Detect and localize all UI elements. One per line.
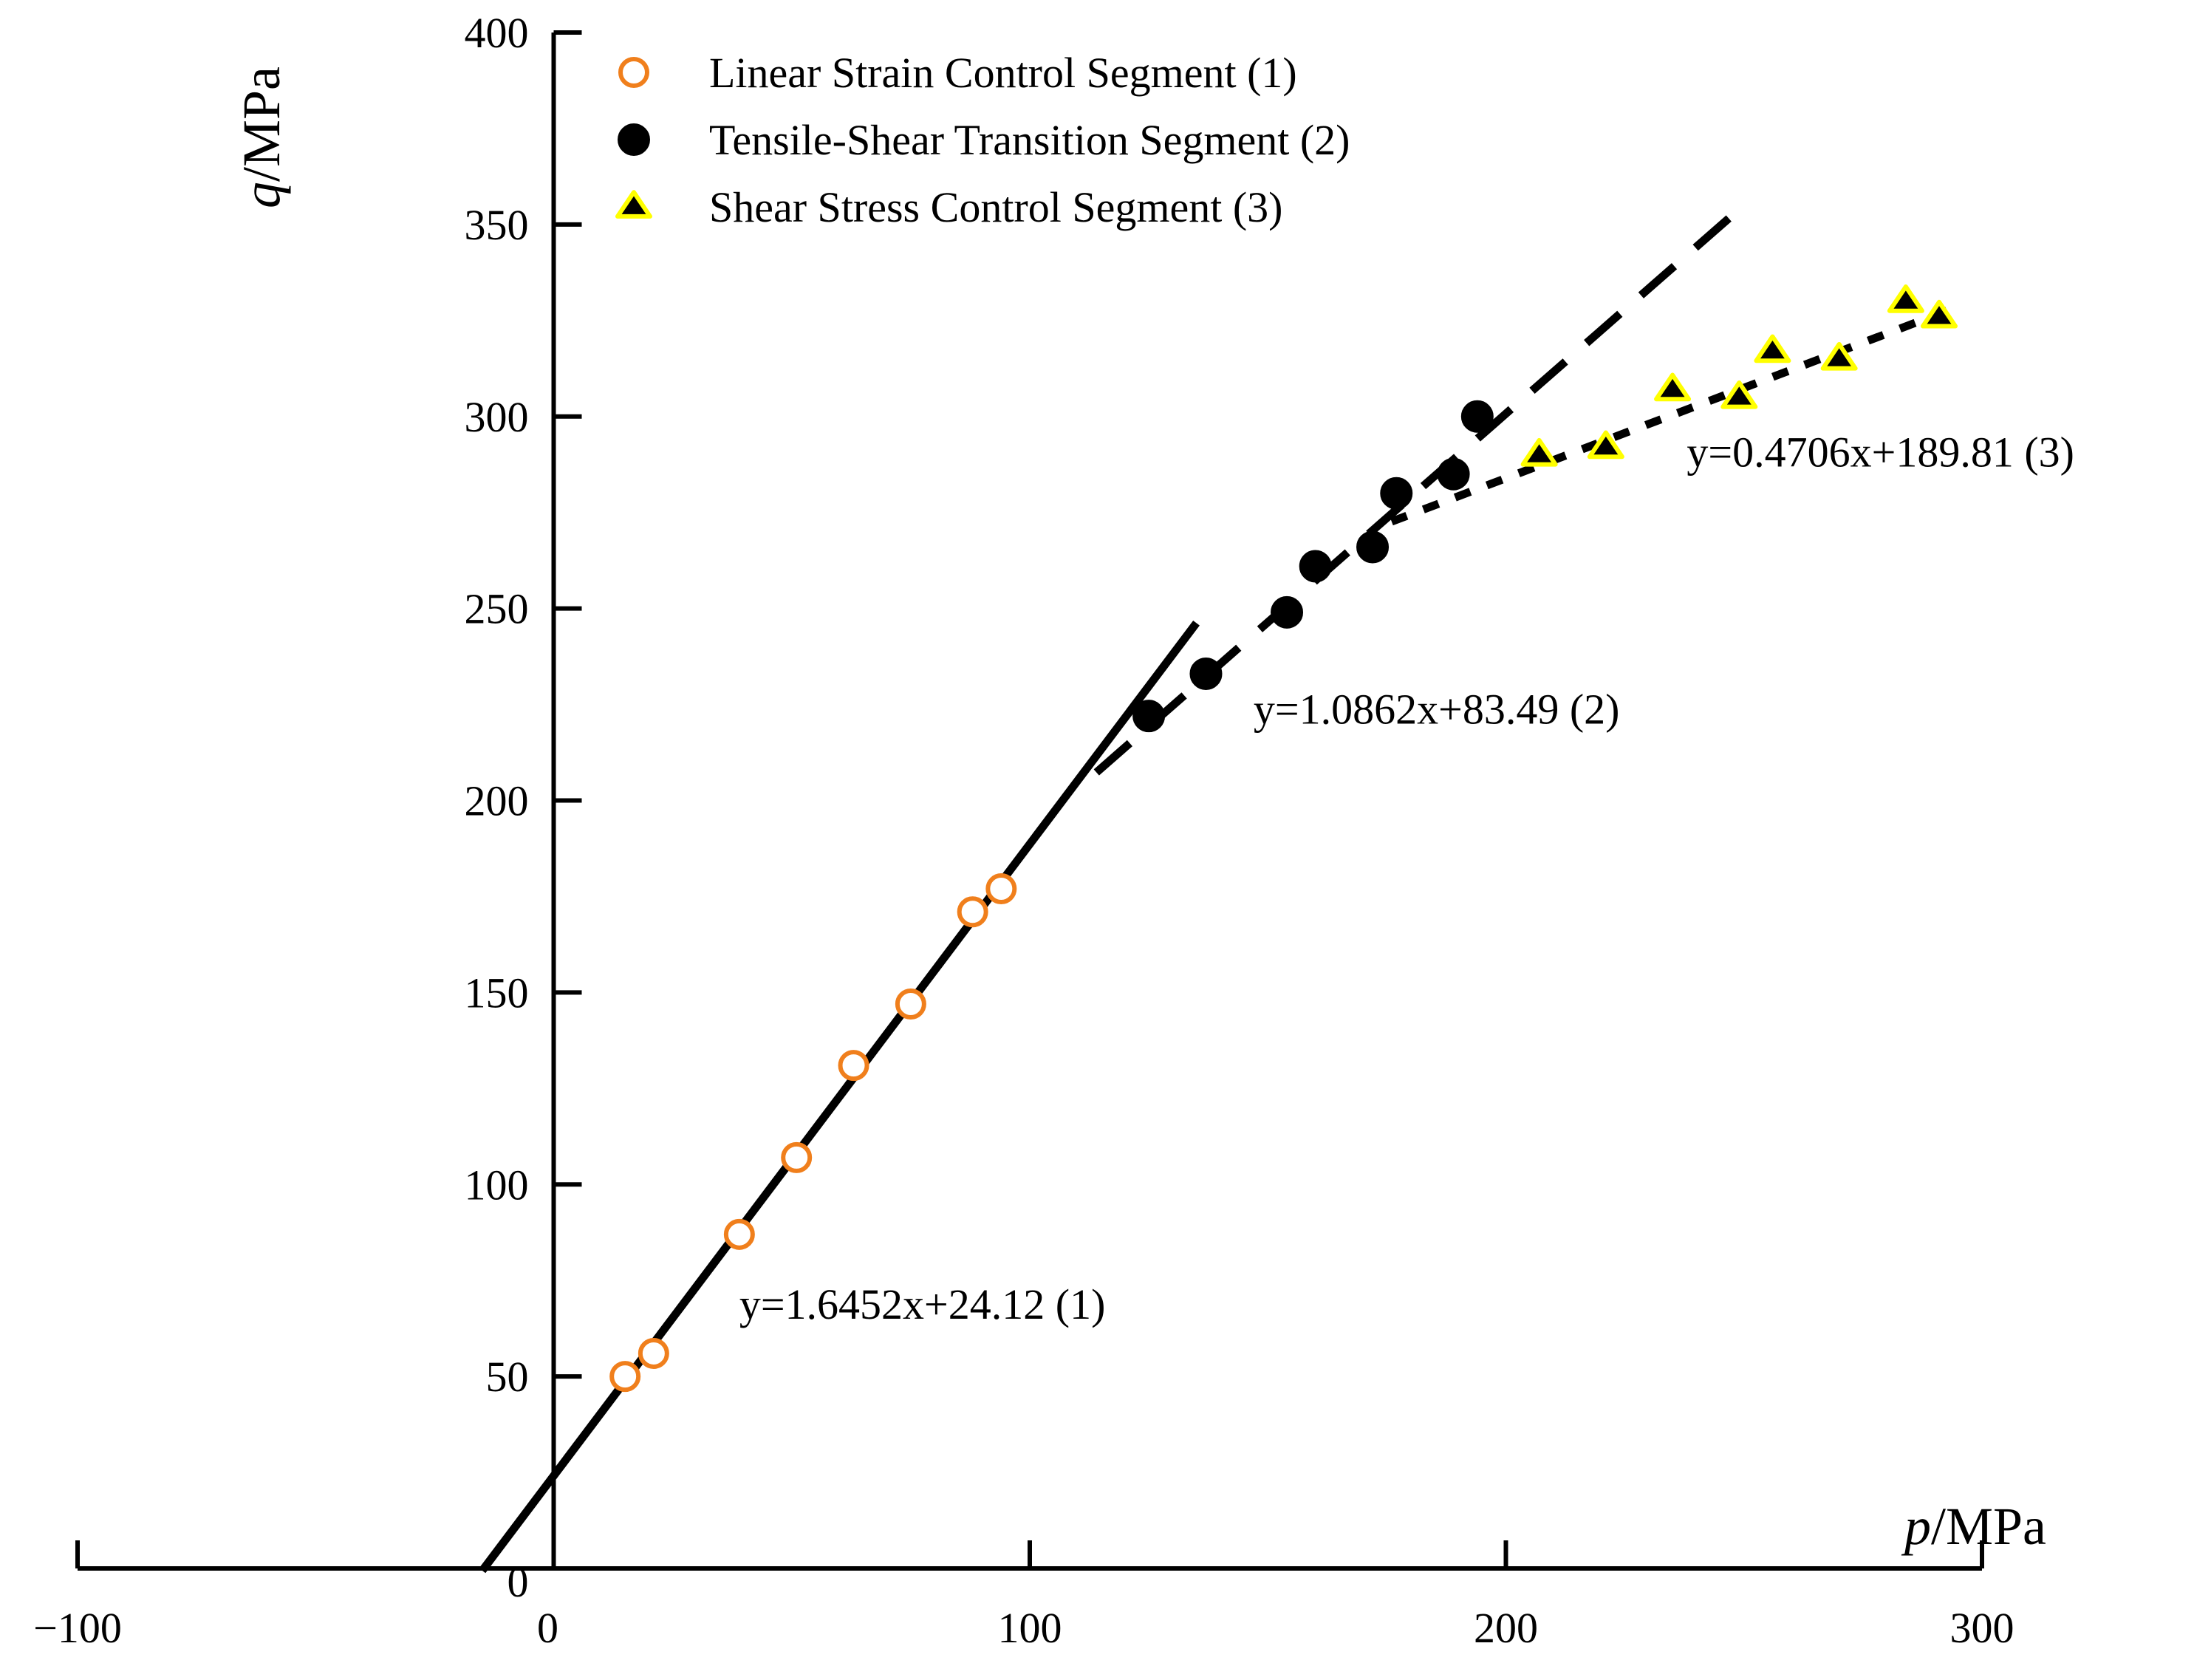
x-tick-label: 300 [1950, 1604, 2014, 1652]
y-axis-title: q/MPa [232, 66, 291, 208]
series-1-point [957, 896, 988, 928]
series-2-point [1132, 700, 1166, 733]
y-tick-label: 300 [465, 393, 529, 441]
series-3-point [1920, 299, 1958, 329]
series-3-point [1520, 437, 1558, 467]
fit-equation-label-1: y=1.6452x+24.12 (1) [739, 1280, 1106, 1328]
y-tick-label: 150 [465, 969, 529, 1017]
series-1-point [781, 1141, 813, 1173]
y-tick-label: 50 [486, 1353, 529, 1401]
series-2-point [1299, 550, 1332, 583]
series-1-point [985, 873, 1017, 905]
x-tick-label: 0 [537, 1604, 558, 1652]
y-tick-label: 350 [465, 201, 529, 249]
series-1-point [609, 1361, 641, 1393]
series-3-point [1754, 334, 1791, 363]
fit-lines [479, 206, 1965, 1574]
series-2-point [1437, 457, 1470, 491]
y-axis-symbol: q [232, 182, 291, 208]
series-1-point [895, 988, 926, 1020]
legend-label-1: Linear Strain Control Segment (1) [709, 49, 1297, 97]
series-1-point [838, 1050, 869, 1082]
fit-line-1 [479, 620, 1200, 1574]
y-tick-label: 200 [465, 777, 529, 825]
series-1-point [723, 1218, 755, 1250]
series-3-point [1587, 430, 1624, 460]
x-axis-title: p/MPa [1901, 1497, 2046, 1556]
y-tick-label: 250 [465, 585, 529, 633]
series-3-point [1720, 380, 1758, 409]
legend: Linear Strain Control Segment (1) Tensile… [615, 49, 1350, 231]
x-axis-symbol: p [1901, 1497, 1931, 1556]
x-tick-label: −100 [33, 1604, 122, 1652]
series-3-point [1820, 341, 1858, 371]
legend-label-2: Tensile-Shear Transition Segment (2) [709, 116, 1350, 164]
legend-marker-2 [618, 123, 650, 156]
y-tick-label: 100 [465, 1161, 529, 1209]
x-tick-label: 100 [998, 1604, 1062, 1652]
series-2-point [1460, 400, 1494, 433]
fit-equation-label-3: y=0.4706x+189.81 (3) [1686, 428, 2074, 476]
series-3-point [1887, 284, 1924, 313]
annotations: y=1.6452x+24.12 (1) y=1.0862x+83.49 (2) y=… [739, 428, 2074, 1328]
series-2-point [1380, 477, 1413, 510]
axes: −100 0 100 200 300501001502002503003504000p/… [33, 9, 2046, 1652]
y-axis-unit: /MPa [232, 66, 291, 182]
legend-marker-3 [615, 190, 652, 219]
series-2-point [1356, 530, 1390, 564]
x-tick-label: 200 [1474, 1604, 1538, 1652]
y-tick-label: 400 [465, 9, 529, 57]
data-points [609, 284, 1958, 1393]
series-2-point [1189, 657, 1223, 690]
fit-equation-label-2: y=1.0862x+83.49 (2) [1254, 686, 1620, 734]
legend-label-3: Shear Stress Control Segment (3) [709, 183, 1282, 231]
x-axis-unit: /MPa [1931, 1497, 2046, 1556]
series-3-point [1654, 372, 1692, 402]
origin-label: 0 [508, 1558, 529, 1606]
series-2-point [1271, 595, 1304, 629]
legend-marker-1 [618, 57, 649, 88]
series-1-point [638, 1337, 669, 1369]
